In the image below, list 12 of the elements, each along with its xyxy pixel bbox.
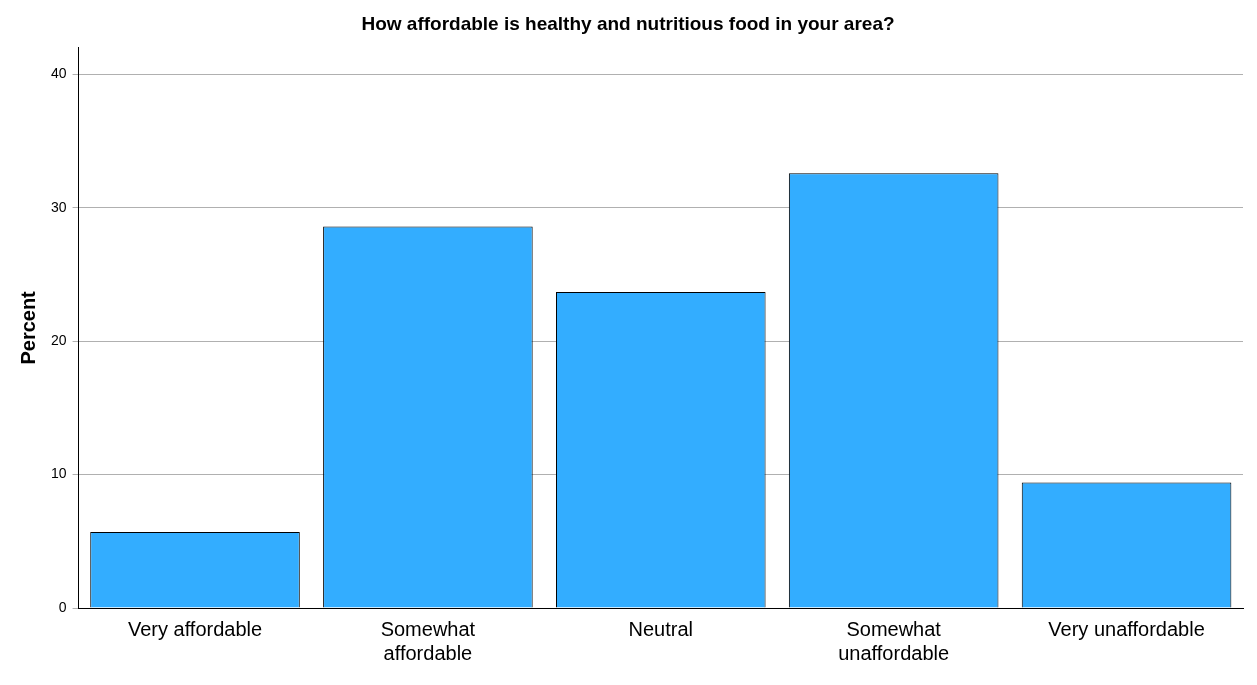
chart-title: How affordable is healthy and nutritious food in your area?	[361, 12, 895, 34]
y-tick-label: 0	[58, 598, 67, 615]
y-tick-label: 30	[50, 198, 67, 215]
y-tick-label: 10	[50, 465, 67, 482]
y-tick-label: 20	[50, 332, 67, 349]
x-tick-label: Somewhat affordable	[380, 617, 476, 664]
y-axis-title: Percent	[16, 290, 39, 365]
y-tick-label: 40	[50, 65, 67, 82]
x-tick-label: Somewhat unaffordable	[838, 617, 950, 664]
x-tick-label: Very affordable	[127, 617, 263, 640]
x-tick-label: Very unaffordable	[1048, 617, 1205, 640]
x-tick-label: Neutral	[628, 617, 694, 640]
